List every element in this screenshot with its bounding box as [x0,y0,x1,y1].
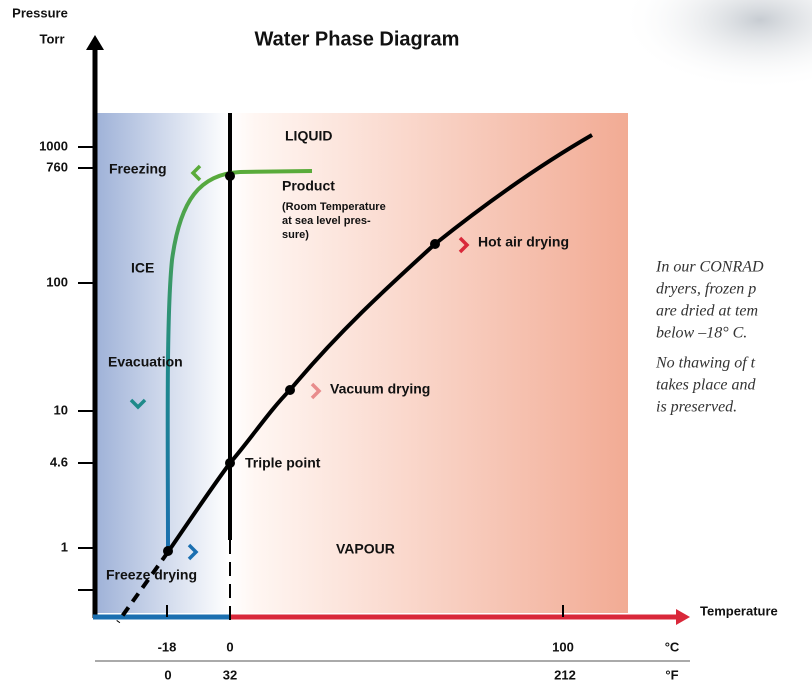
y-label: 1000 [39,138,68,153]
label: Triple point [245,455,321,471]
side-text: are dried at tem [656,303,758,320]
side-text: dryers, frozen p [656,281,756,298]
y-label: 100 [46,274,68,289]
y-title: Pressure [12,5,68,20]
label: Evacuation [108,354,183,370]
region-label: LIQUID [285,128,332,144]
celsius-label: 0 [226,639,233,654]
label: sure) [282,229,309,241]
label: Hot air drying [478,234,569,250]
title: Water Phase Diagram [255,28,460,50]
label: Freeze drying [106,567,197,583]
fahrenheit-unit: °F [665,667,678,682]
fahrenheit-label: 0 [164,667,171,682]
label: Product [282,178,335,194]
side-text: below –18° C. [656,325,747,342]
y-label: 4.6 [50,454,68,469]
fahrenheit-label: 32 [223,667,237,682]
side-text: takes place and [656,377,757,394]
label: at sea level pres- [282,215,371,227]
y-unit: Torr [39,31,64,46]
label: Vacuum drying [330,381,430,397]
label: Freezing [109,161,167,177]
y-label: 760 [46,159,68,174]
celsius-label: -18 [158,639,177,654]
y-label: 10 [54,402,68,417]
side-text: No thawing of t [655,355,756,372]
x-title: Temperature [700,603,778,618]
x-arrow [676,609,690,625]
decoration [620,0,812,90]
region-label: ICE [131,260,154,276]
region-label: VAPOUR [336,541,395,557]
y-arrow [86,35,104,50]
side-text: In our CONRAD [655,259,764,276]
side-text: is preserved. [656,399,737,416]
celsius-unit: °C [665,639,680,654]
fahrenheit-label: 212 [554,667,576,682]
y-label: 1 [61,539,68,554]
celsius-label: 100 [552,639,574,654]
label: (Room Temperature [282,201,386,213]
phase-diagram: Pressure Torr Water Phase Diagram 1000 7… [0,0,812,683]
